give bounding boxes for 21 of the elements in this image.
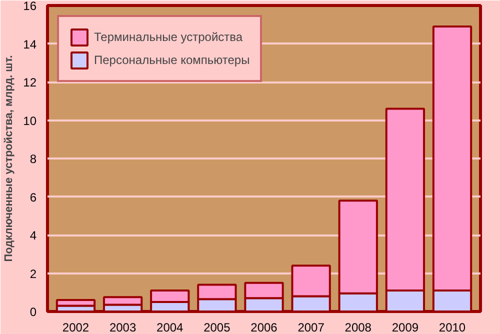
y-tick-label: 12: [23, 76, 37, 90]
y-tick-label: 0: [30, 305, 37, 319]
x-tick-label: 2004: [156, 320, 184, 334]
y-tick-label: 14: [23, 37, 37, 52]
x-tick-label: 2003: [109, 320, 136, 334]
legend-label: Персональные компьютеры: [94, 53, 250, 67]
y-tick-label: 16: [23, 0, 37, 13]
x-tick-label: 2009: [392, 320, 419, 334]
legend-label: Терминальные устройства: [94, 30, 243, 44]
y-tick-label: 6: [30, 190, 37, 204]
y-tick-label: 2: [30, 266, 37, 281]
x-tick-label: 2006: [250, 320, 278, 334]
x-tick-label: 2010: [438, 320, 466, 334]
x-tick-label: 2005: [204, 320, 231, 334]
y-tick-label: 10: [23, 114, 37, 128]
y-axis-title: Подключенные устройства, млрд. шт.: [3, 55, 16, 262]
y-tick-label: 8: [30, 152, 37, 166]
y-tick-label: 4: [30, 228, 37, 242]
x-tick-label: 2002: [62, 320, 90, 334]
x-tick-label: 2007: [298, 320, 325, 334]
x-tick-label: 2008: [344, 320, 372, 334]
